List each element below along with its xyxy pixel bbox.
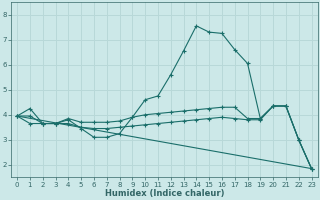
X-axis label: Humidex (Indice chaleur): Humidex (Indice chaleur) xyxy=(105,189,224,198)
